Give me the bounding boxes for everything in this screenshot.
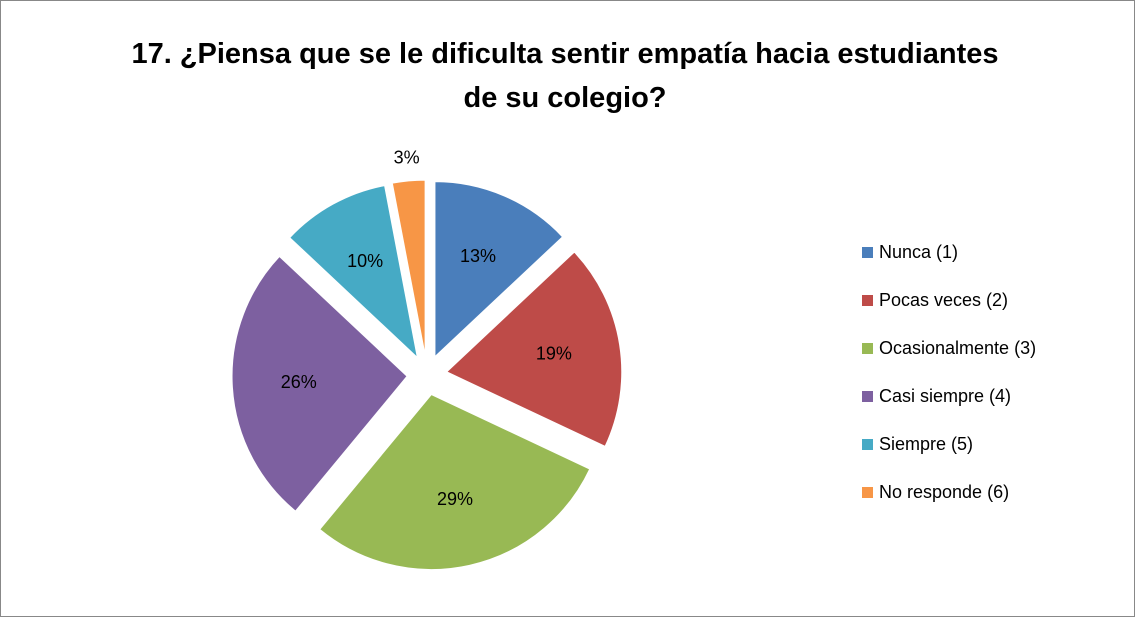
data-label: 10% — [347, 251, 383, 271]
legend-label: Casi siempre (4) — [879, 386, 1011, 406]
pie-slice — [289, 184, 419, 359]
chart-title: 17. ¿Piensa que se le dificulta sentir e… — [131, 38, 999, 114]
legend-swatch — [862, 343, 873, 354]
legend-label: Ocasionalmente (3) — [879, 338, 1036, 358]
legend-label: Nunca (1) — [879, 242, 958, 262]
legend-swatch — [862, 247, 873, 258]
pie-slice — [434, 181, 564, 358]
legend-swatch — [862, 391, 873, 402]
legend-label: No responde (6) — [879, 482, 1009, 502]
legend-label: Pocas veces (2) — [879, 290, 1008, 310]
data-label: 29% — [437, 489, 473, 509]
pie-slice — [445, 251, 623, 448]
data-label: 3% — [394, 148, 420, 168]
legend-label: Siempre (5) — [879, 434, 973, 454]
data-label: 19% — [536, 344, 572, 364]
pie-slice — [319, 393, 591, 571]
legend-swatch — [862, 439, 873, 450]
pie-slice — [231, 255, 408, 512]
data-label: 13% — [460, 246, 496, 266]
legend-swatch — [862, 487, 873, 498]
pie-slice — [391, 179, 426, 356]
data-label: 26% — [281, 372, 317, 392]
legend-swatch — [862, 295, 873, 306]
